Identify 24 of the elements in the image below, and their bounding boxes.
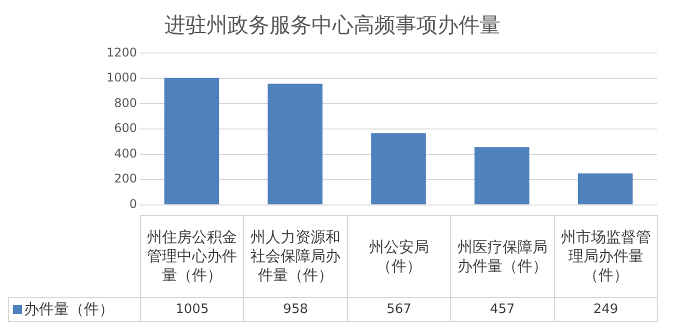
data-label: 249: [554, 298, 658, 322]
bar: [474, 147, 530, 204]
legend-label: 办件量（件）: [24, 300, 114, 319]
bar: [268, 84, 322, 204]
data-label: 567: [347, 298, 451, 322]
y-tick-label: 200: [114, 172, 137, 186]
chart-title: 进驻州政务服务中心高频事项办件量: [164, 13, 500, 38]
x-tick-label: 州市场监督管理局办件量（件）: [554, 216, 658, 298]
y-tick-label: 800: [114, 96, 137, 110]
bar: [578, 173, 633, 204]
data-label: 1005: [140, 298, 244, 322]
data-label: 958: [244, 298, 348, 322]
y-tick-label: 1200: [106, 45, 137, 60]
y-tick-label: 600: [114, 121, 137, 136]
x-tick-label: 州人力资源和社会保障局办件量（件）: [244, 216, 348, 298]
y-tick-label: 1000: [106, 70, 137, 85]
y-tick-label: 400: [114, 146, 137, 160]
x-tick-label: 州医疗保障局办件量（件）: [450, 216, 554, 298]
bar: [164, 78, 220, 204]
bar: [371, 133, 426, 204]
x-tick-label: 州住房公积金管理中心办件量（件）: [140, 216, 244, 298]
y-tick-label: 0: [129, 196, 137, 211]
data-label: 457: [450, 298, 554, 322]
x-tick-label: 州公安局（件）: [347, 216, 451, 298]
